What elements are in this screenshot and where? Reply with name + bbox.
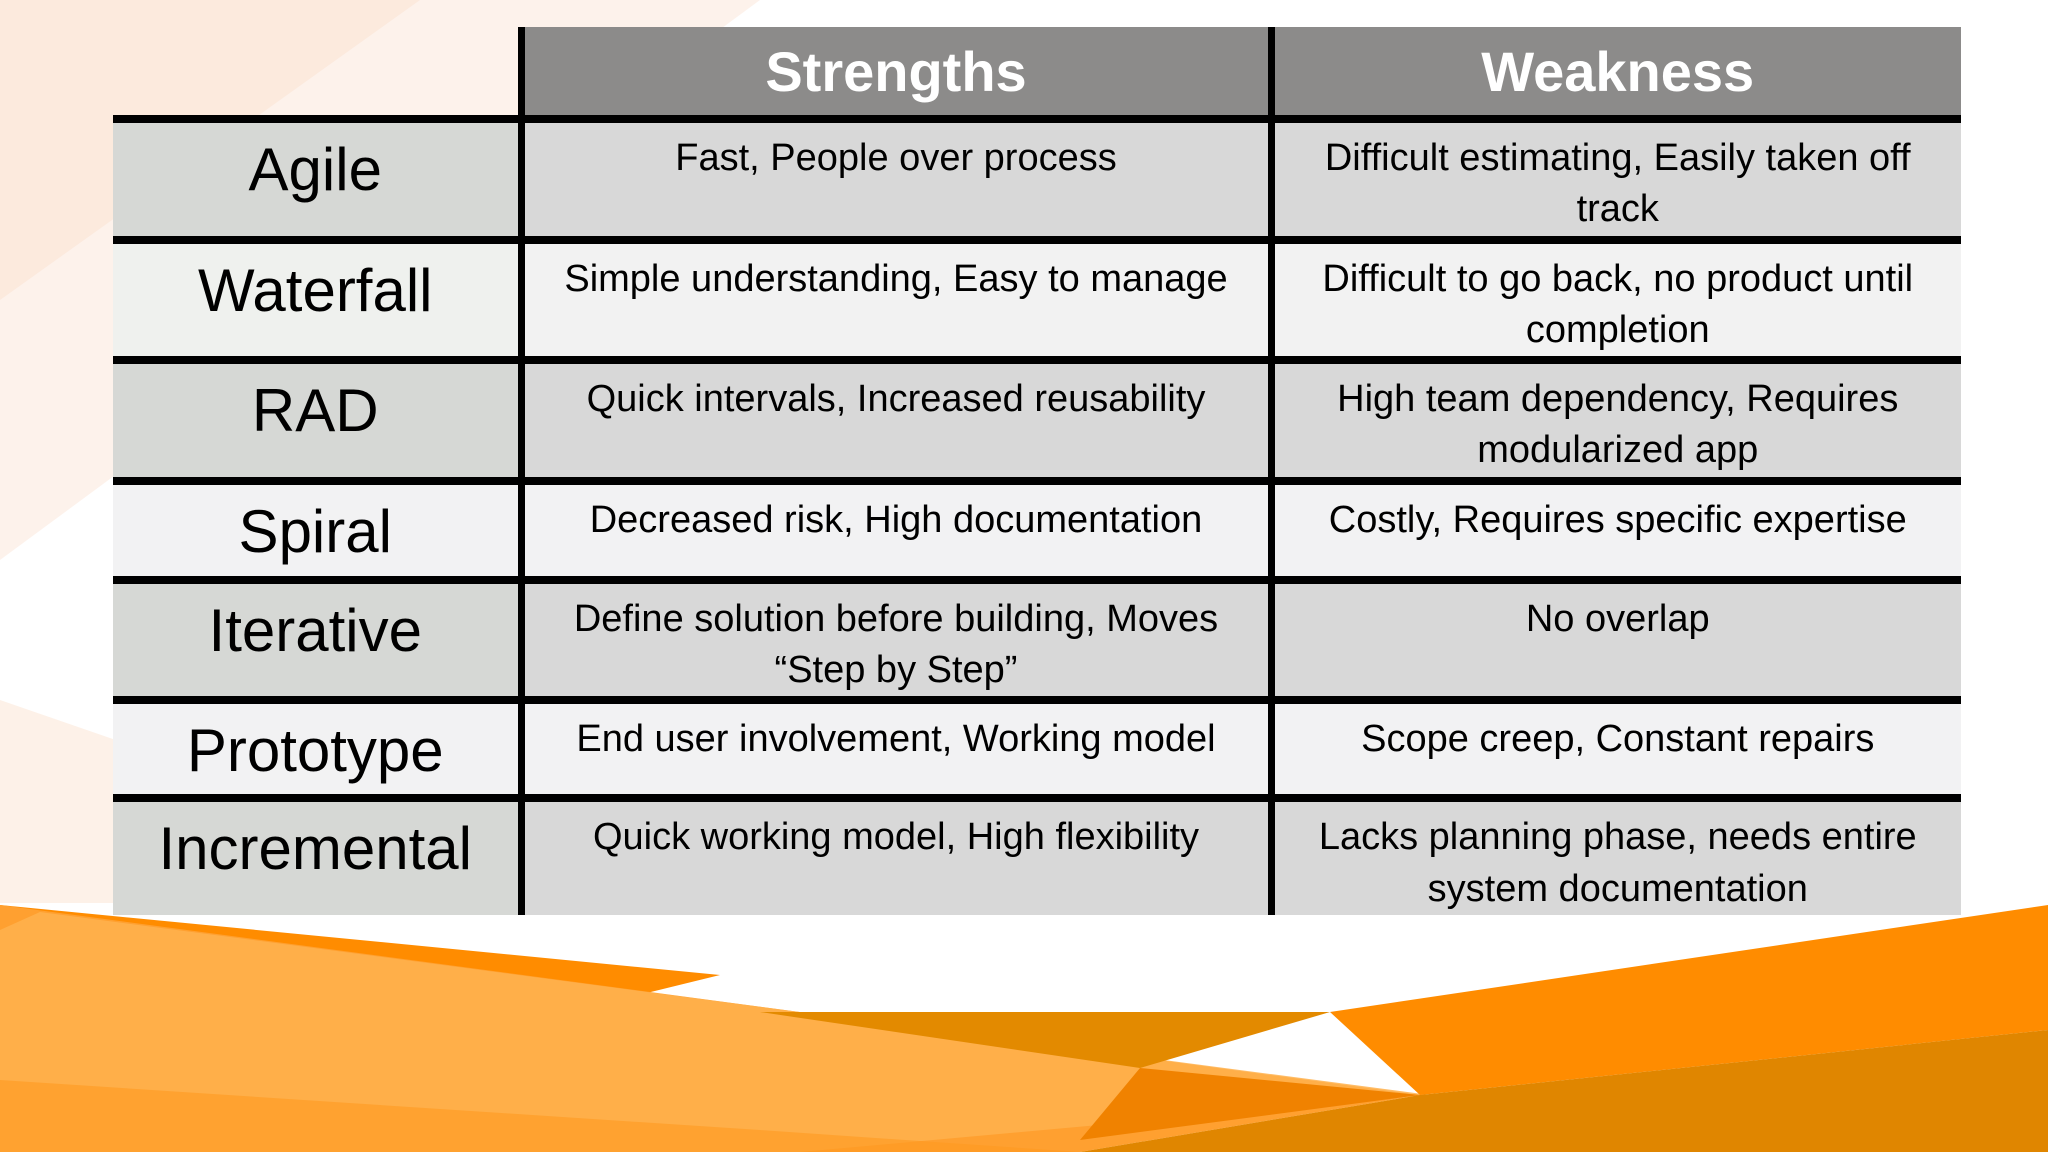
method-label: Spiral bbox=[113, 476, 521, 580]
method-label: Agile bbox=[113, 119, 521, 240]
weakness-cell: High team dependency, Requires modulariz… bbox=[1267, 356, 1961, 481]
method-label: RAD bbox=[113, 356, 521, 481]
header-corner bbox=[113, 27, 521, 123]
header-strengths: Strengths bbox=[517, 27, 1271, 123]
weakness-cell: Difficult to go back, no product until c… bbox=[1267, 235, 1961, 361]
weakness-cell: No overlap bbox=[1267, 575, 1961, 701]
weakness-cell: Costly, Requires specific expertise bbox=[1267, 476, 1961, 580]
strengths-cell: Quick working model, High flexibility bbox=[517, 794, 1271, 915]
strengths-cell: Decreased risk, High documentation bbox=[517, 476, 1271, 580]
strengths-cell: End user involvement, Working model bbox=[517, 696, 1271, 799]
strengths-cell: Define solution before building, Moves “… bbox=[517, 575, 1271, 701]
weakness-cell: Lacks planning phase, needs entire syste… bbox=[1267, 794, 1961, 915]
header-row: Strengths Weakness bbox=[113, 27, 1961, 123]
table-row: RAD Quick intervals, Increased reusabili… bbox=[113, 356, 1961, 481]
strengths-cell: Simple understanding, Easy to manage bbox=[517, 235, 1271, 361]
strengths-cell: Quick intervals, Increased reusability bbox=[517, 356, 1271, 481]
table-row: Agile Fast, People over process Difficul… bbox=[113, 119, 1961, 240]
method-label: Iterative bbox=[113, 575, 521, 701]
weakness-cell: Difficult estimating, Easily taken off t… bbox=[1267, 119, 1961, 240]
table-row: Spiral Decreased risk, High documentatio… bbox=[113, 476, 1961, 580]
comparison-table-container: Strengths Weakness Agile Fast, People ov… bbox=[113, 27, 1961, 915]
header-weakness: Weakness bbox=[1267, 27, 1961, 123]
method-label: Incremental bbox=[113, 794, 521, 915]
method-label: Waterfall bbox=[113, 235, 521, 361]
table-row: Incremental Quick working model, High fl… bbox=[113, 794, 1961, 915]
sdlc-comparison-table: Strengths Weakness Agile Fast, People ov… bbox=[113, 27, 1961, 915]
weakness-cell: Scope creep, Constant repairs bbox=[1267, 696, 1961, 799]
strengths-cell: Fast, People over process bbox=[517, 119, 1271, 240]
table-row: Iterative Define solution before buildin… bbox=[113, 575, 1961, 701]
method-label: Prototype bbox=[113, 696, 521, 799]
table-row: Waterfall Simple understanding, Easy to … bbox=[113, 235, 1961, 361]
table-row: Prototype End user involvement, Working … bbox=[113, 696, 1961, 799]
